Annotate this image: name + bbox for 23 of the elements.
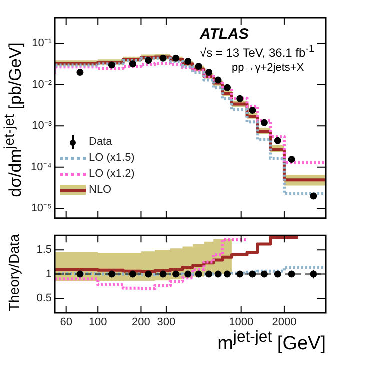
annotation: ATLAS bbox=[200, 26, 249, 43]
x-tick-label: 60 bbox=[60, 316, 72, 329]
annotation: √s = 13 TeV, 36.1 fb$^{-1}$ bbox=[200, 44, 315, 60]
y-tick-label: 1.5 bbox=[36, 244, 52, 256]
x-tick-label: 100 bbox=[88, 316, 108, 329]
legend-label: LO (x1.5) bbox=[89, 152, 135, 164]
y-tick-label: 1 bbox=[46, 268, 52, 280]
y-axis-title: Theory/Data bbox=[6, 234, 22, 312]
x-tick-label: 2000 bbox=[272, 316, 297, 329]
x-tick-label: 300 bbox=[157, 316, 176, 329]
x-tick-label: 1000 bbox=[229, 316, 254, 329]
x-tick-label: 200 bbox=[132, 316, 150, 329]
legend-label: LO (x1.2) bbox=[89, 168, 135, 180]
annotation: pp→γ+2jets+X bbox=[232, 62, 304, 74]
y-tick-label: 10⁻⁵ bbox=[31, 202, 52, 215]
legend-label: NLO bbox=[89, 184, 112, 196]
legend-label: Data bbox=[89, 136, 112, 148]
y-tick-label: 10⁻¹ bbox=[32, 38, 52, 50]
y-tick-label: 10⁻² bbox=[32, 78, 52, 91]
y-tick-label: 10⁻³ bbox=[32, 120, 52, 132]
y-tick-label: 0.5 bbox=[36, 292, 52, 305]
y-tick-label: 10⁻⁴ bbox=[31, 161, 52, 174]
x-axis-title: m$^{jet-jet}$ [GeV] bbox=[218, 329, 326, 356]
